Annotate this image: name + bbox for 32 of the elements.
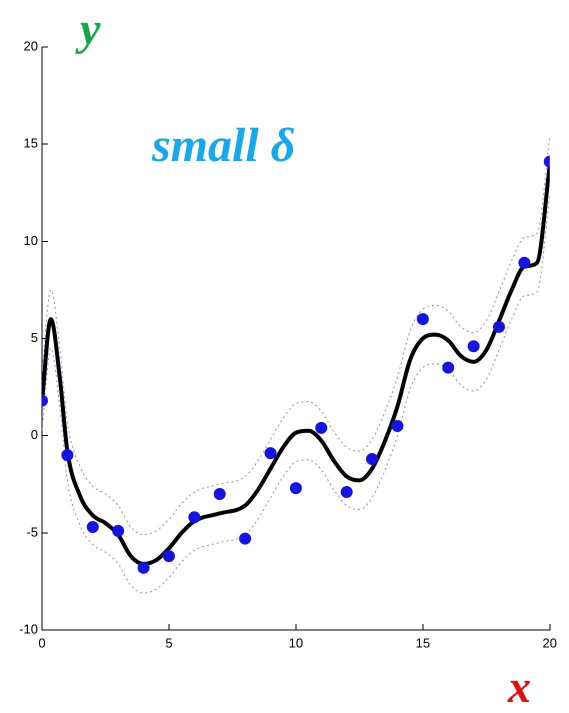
- x-tick-label: 15: [416, 635, 430, 650]
- point: [112, 524, 124, 537]
- y-tick-label: 0: [30, 427, 38, 442]
- y-tick-label: 5: [30, 330, 38, 346]
- x-tick-label: 20: [542, 635, 558, 650]
- x-axis-title: x: [508, 660, 531, 713]
- x-tick-label: 10: [288, 635, 304, 650]
- point: [290, 482, 302, 494]
- point: [188, 511, 200, 524]
- y-tick-label: 15: [24, 136, 38, 151]
- point: [416, 313, 429, 326]
- text: small δ: [152, 118, 296, 173]
- point: [366, 452, 378, 465]
- y-tick-label: 20: [24, 38, 38, 54]
- y-tick-label: 10: [24, 232, 38, 248]
- point: [61, 449, 74, 462]
- point: [518, 256, 530, 269]
- y-tick-label: -5: [26, 524, 38, 540]
- point: [492, 320, 505, 333]
- point: [264, 447, 276, 460]
- point: [442, 362, 454, 374]
- y-tick-label: -10: [19, 622, 38, 637]
- point: [214, 488, 226, 500]
- point: [468, 340, 480, 352]
- point: [86, 521, 99, 534]
- point: [239, 532, 252, 545]
- point: [315, 422, 328, 434]
- x-tick-label: 5: [165, 635, 173, 650]
- point: [340, 486, 353, 498]
- point: [138, 562, 150, 574]
- point: [162, 550, 175, 562]
- point: [391, 420, 404, 432]
